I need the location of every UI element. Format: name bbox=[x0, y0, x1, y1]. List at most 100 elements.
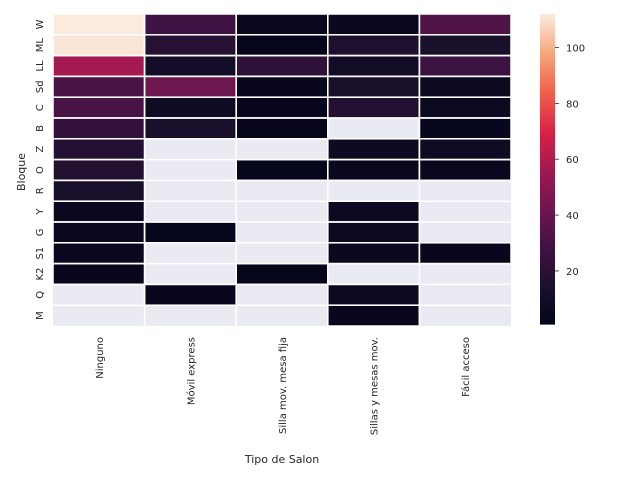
heatmap-cell bbox=[143, 117, 237, 140]
colorbar-segment bbox=[540, 274, 555, 279]
colorbar-segment bbox=[540, 88, 555, 93]
colorbar-segment bbox=[540, 259, 555, 263]
colorbar-segment bbox=[540, 184, 555, 188]
colorbar-segment bbox=[540, 166, 555, 170]
colorbar-segment bbox=[540, 264, 555, 268]
colorbar-segment bbox=[540, 218, 555, 222]
colorbar-segment bbox=[540, 212, 555, 217]
colorbar-segment bbox=[540, 280, 555, 284]
colorbar-segment bbox=[540, 251, 555, 255]
x-tick-label: Sillas y mesas mov. bbox=[370, 337, 381, 435]
colorbar-segment bbox=[540, 99, 555, 103]
colorbar-tick-label: 100 bbox=[566, 44, 585, 55]
heatmap-cell bbox=[327, 242, 421, 265]
y-tick-label: ML bbox=[35, 38, 46, 53]
heatmap-cell bbox=[52, 34, 146, 57]
colorbar-segment bbox=[540, 81, 555, 85]
heatmap-cell bbox=[235, 34, 329, 57]
colorbar-segment bbox=[540, 254, 555, 258]
colorbar-segment bbox=[540, 293, 555, 297]
heatmap-cell bbox=[52, 158, 146, 182]
colorbar-segment bbox=[540, 26, 555, 31]
colorbar-segment bbox=[540, 50, 555, 54]
colorbar-segment bbox=[540, 179, 555, 183]
colorbar-segment bbox=[540, 285, 555, 289]
colorbar-segment bbox=[540, 91, 555, 95]
colorbar-segment bbox=[540, 42, 555, 46]
colorbar-segment bbox=[540, 316, 555, 320]
heatmap-cell bbox=[143, 221, 237, 244]
colorbar-segment bbox=[540, 45, 555, 49]
colorbar-segment bbox=[540, 83, 555, 87]
colorbar-segment bbox=[540, 65, 555, 69]
colorbar-segment bbox=[540, 282, 555, 286]
heatmap-cell bbox=[327, 221, 421, 244]
colorbar-segment bbox=[540, 236, 555, 240]
colorbar-segment bbox=[540, 225, 555, 230]
colorbar-segment bbox=[540, 321, 555, 325]
heatmap-cell bbox=[327, 34, 421, 57]
colorbar-segment bbox=[540, 176, 555, 180]
colorbar-segment bbox=[540, 39, 555, 44]
y-tick-label: G bbox=[35, 229, 46, 237]
heatmap-cell bbox=[418, 242, 512, 265]
colorbar-segment bbox=[540, 169, 555, 173]
colorbar-segment bbox=[540, 303, 555, 307]
y-tick-label: Y bbox=[35, 208, 46, 216]
heatmap-cell bbox=[418, 13, 512, 36]
heatmap-cell bbox=[327, 304, 421, 327]
heatmap-cell bbox=[52, 200, 146, 223]
colorbar-segment bbox=[540, 96, 555, 100]
heatmap-cell bbox=[143, 34, 237, 57]
heatmap-cell bbox=[327, 75, 421, 98]
heatmap-cell bbox=[235, 13, 329, 36]
x-tick-labels: Ninguno Móvil express Silla mov. mesa fija… bbox=[95, 337, 472, 435]
heatmap-cell bbox=[327, 13, 421, 36]
colorbar-tick-label: 80 bbox=[566, 99, 579, 110]
y-tick-label: R bbox=[35, 187, 46, 194]
colorbar-segment bbox=[540, 153, 555, 157]
colorbar-segment bbox=[540, 194, 555, 199]
colorbar-tick-label: 60 bbox=[566, 155, 579, 166]
colorbar-segment bbox=[540, 104, 555, 108]
colorbar-segment bbox=[540, 313, 555, 317]
y-tick-label: S1 bbox=[35, 247, 46, 260]
colorbar-segment bbox=[540, 156, 555, 160]
colorbar-segment bbox=[540, 205, 555, 209]
colorbar-segment bbox=[540, 32, 555, 36]
colorbar-segment bbox=[540, 189, 555, 193]
colorbar-segment bbox=[540, 14, 555, 18]
heatmap-cell bbox=[143, 75, 237, 98]
heatmap-cell bbox=[143, 96, 237, 119]
colorbar-segment bbox=[540, 101, 555, 106]
colorbar-segment bbox=[540, 272, 555, 276]
colorbar-segment bbox=[540, 200, 555, 204]
heatmap-cell bbox=[418, 138, 512, 161]
heatmap-cell bbox=[418, 117, 512, 140]
colorbar-segment bbox=[540, 231, 555, 235]
heatmap-cell bbox=[327, 200, 421, 223]
colorbar-segment bbox=[540, 256, 555, 261]
colorbar-segment bbox=[540, 197, 555, 201]
y-tick-label: O bbox=[35, 166, 46, 174]
heatmap-cell bbox=[327, 96, 421, 119]
x-tick-label: Fácil acceso bbox=[460, 337, 472, 397]
y-tick-label: LL bbox=[35, 60, 46, 72]
heatmap-cell bbox=[52, 75, 146, 98]
colorbar-segment bbox=[540, 119, 555, 124]
colorbar-segment bbox=[540, 174, 555, 178]
heatmap-cell bbox=[52, 262, 146, 286]
colorbar-segment bbox=[540, 228, 555, 232]
colorbar-segment bbox=[540, 223, 555, 227]
colorbar-segment bbox=[540, 63, 555, 67]
colorbar-segment bbox=[540, 207, 555, 211]
colorbar-segment bbox=[540, 29, 555, 33]
colorbar-segment bbox=[540, 295, 555, 299]
colorbar-segment bbox=[540, 107, 555, 111]
x-axis-label: Tipo de Salon bbox=[244, 453, 319, 466]
y-tick-label: Q bbox=[35, 291, 46, 299]
colorbar-segment bbox=[540, 140, 555, 144]
colorbar-segment bbox=[540, 21, 555, 25]
colorbar-segment bbox=[540, 220, 555, 224]
colorbar-segment bbox=[540, 130, 555, 134]
